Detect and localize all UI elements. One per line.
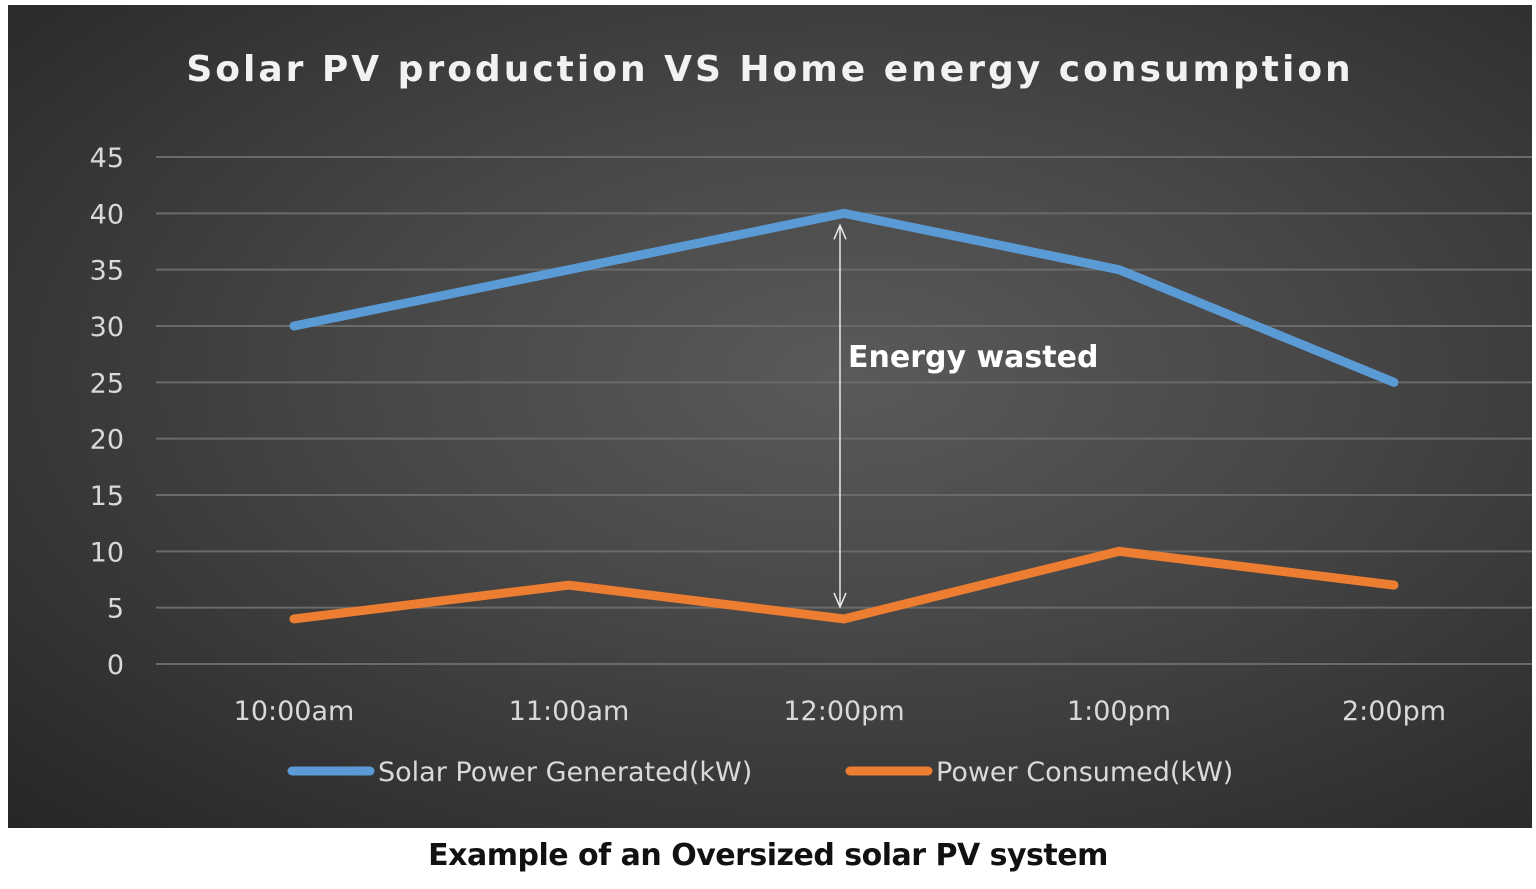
figure-caption: Example of an Oversized solar PV system xyxy=(428,838,1108,873)
y-tick-label: 20 xyxy=(90,425,124,456)
x-tick-label: 11:00am xyxy=(509,696,630,727)
series-line-1 xyxy=(289,546,1399,624)
line-chart: Solar PV production VS Home energy consu… xyxy=(90,49,1532,788)
legend-label: Power Consumed(kW) xyxy=(936,757,1233,788)
y-tick-label: 40 xyxy=(90,199,124,230)
x-tick-label: 10:00am xyxy=(234,696,355,727)
arrow-head-up xyxy=(833,223,847,240)
y-tick-label: 30 xyxy=(90,312,124,343)
y-tick-label: 0 xyxy=(107,650,124,681)
y-tick-label: 10 xyxy=(90,537,124,568)
y-tick-label: 25 xyxy=(90,368,124,399)
legend-label: Solar Power Generated(kW) xyxy=(378,757,752,788)
series-line-0 xyxy=(289,208,1399,387)
chart-panel: Solar PV production VS Home energy consu… xyxy=(8,5,1532,828)
chart-title: Solar PV production VS Home energy consu… xyxy=(186,49,1353,90)
y-tick-label: 5 xyxy=(107,594,124,625)
y-tick-label: 15 xyxy=(90,481,124,512)
y-tick-label: 45 xyxy=(90,143,124,174)
x-tick-label: 12:00pm xyxy=(783,696,904,727)
y-tick-label: 35 xyxy=(90,256,124,287)
annotation-label: Energy wasted xyxy=(848,340,1098,375)
x-tick-label: 1:00pm xyxy=(1067,696,1171,727)
x-tick-label: 2:00pm xyxy=(1342,696,1446,727)
arrow-head-down xyxy=(833,592,847,609)
